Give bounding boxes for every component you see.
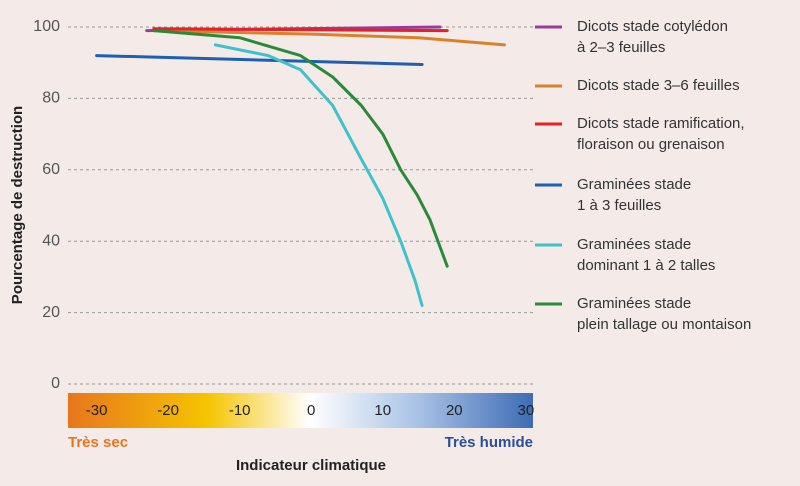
x-tick-label: 10 — [374, 402, 391, 419]
x-tick-label: -10 — [229, 402, 251, 419]
x-axis-title: Indicateur climatique — [236, 457, 386, 474]
series-line — [213, 43, 424, 307]
y-axis-title: Pourcentage de destruction — [9, 106, 26, 304]
series-line — [152, 29, 449, 268]
legend-label: Graminées stade dominant 1 à 2 talles — [577, 236, 716, 274]
series-line — [152, 29, 506, 47]
legend-label: Dicots stade ramification, floraison ou … — [577, 115, 745, 153]
legend-label: Graminées stade 1 à 3 feuilles — [577, 176, 692, 214]
x-tick-label: -20 — [157, 402, 179, 419]
legend-label: Dicots stade 3–6 feuilles — [577, 77, 740, 94]
x-tick-label: 30 — [518, 402, 535, 419]
y-tick-label: 60 — [42, 161, 60, 178]
y-tick-label: 20 — [42, 304, 60, 321]
x-left-label: Très sec — [68, 434, 128, 451]
legend-label: Dicots stade cotylédon à 2–3 feuilles — [577, 18, 728, 56]
climate-bar — [68, 393, 533, 428]
legend-label: Graminées stade plein tallage ou montais… — [577, 295, 752, 333]
series-line — [152, 27, 449, 33]
y-tick-label: 0 — [51, 375, 60, 392]
series-line — [95, 54, 424, 66]
x-tick-label: -30 — [86, 402, 108, 419]
x-tick-label: 20 — [446, 402, 463, 419]
x-tick-label: 0 — [307, 402, 315, 419]
y-tick-label: 100 — [33, 18, 60, 35]
x-right-label: Très humide — [445, 434, 533, 451]
y-tick-label: 40 — [42, 232, 60, 249]
y-tick-label: 80 — [42, 90, 60, 107]
